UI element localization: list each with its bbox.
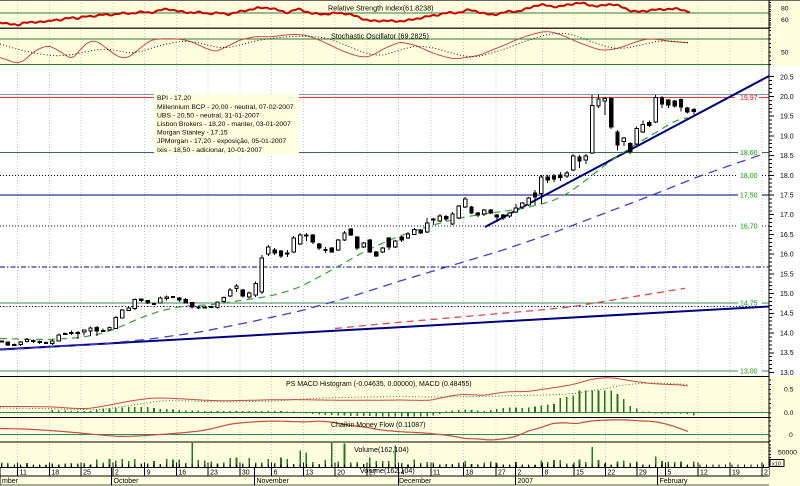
svg-text:5: 5 [668,469,672,476]
svg-text:14.5: 14.5 [780,311,794,318]
svg-text:13.0: 13.0 [780,370,794,377]
svg-text:30: 30 [242,469,250,476]
svg-text:17.0: 17.0 [780,212,794,219]
svg-text:16: 16 [178,469,186,476]
svg-text:Chaikin Money Flow (0.11087): Chaikin Money Flow (0.11087) [331,422,425,429]
svg-text:Morgan Stanley - 17,15: Morgan Stanley - 17,15 [157,130,228,137]
svg-text:PS MACD Histogram (-0.04635, 0: PS MACD Histogram (-0.04635, 0.00000), M… [286,381,472,388]
svg-text:x10: x10 [772,461,781,467]
svg-text:Stochastic Oscillator (69.2825: Stochastic Oscillator (69.2825) [331,32,429,41]
svg-text:18.0: 18.0 [780,173,794,180]
svg-text:80: 80 [781,6,789,13]
svg-text:12: 12 [700,469,708,476]
svg-text:17,50: 17,50 [740,192,758,199]
svg-text:20.5: 20.5 [780,74,794,81]
svg-text:Ixis - 18,50 - adicionar, 10-0: Ixis - 18,50 - adicionar, 10-01-2007 [157,147,262,154]
svg-text:16.5: 16.5 [780,232,794,239]
svg-text:11: 11 [20,469,27,476]
svg-text:22: 22 [608,469,616,476]
svg-text:0.5: 0.5 [784,386,794,393]
svg-text:23: 23 [210,469,218,476]
svg-text:18,00: 18,00 [740,173,758,180]
svg-text:19: 19 [732,469,740,476]
svg-text:27: 27 [369,469,377,476]
svg-text:50000: 50000 [778,450,797,457]
svg-text:UBS - 20,50 - neutral, 31-01-2: UBS - 20,50 - neutral, 31-01-2007 [157,112,260,119]
svg-text:14.0: 14.0 [780,330,794,337]
svg-text:19.0: 19.0 [780,133,794,140]
svg-text:6: 6 [274,469,278,476]
svg-text:16.0: 16.0 [780,252,794,259]
svg-text:15.0: 15.0 [780,291,794,298]
svg-text:27: 27 [498,469,506,476]
svg-text:2: 2 [764,469,768,476]
svg-text:2: 2 [518,469,522,476]
svg-text:16,70: 16,70 [740,224,758,231]
svg-text:15: 15 [576,469,584,476]
svg-text:2007: 2007 [518,478,534,485]
svg-text:18: 18 [51,469,59,476]
svg-text:February: February [660,478,689,485]
svg-text:17.5: 17.5 [780,193,794,200]
svg-text:13.5: 13.5 [780,350,794,357]
svg-text:18: 18 [466,469,474,476]
svg-text:20: 20 [337,469,345,476]
svg-text:19,97: 19,97 [740,95,758,102]
svg-text:60: 60 [781,17,789,24]
svg-text:14,75: 14,75 [740,301,758,308]
svg-text:15.5: 15.5 [780,271,794,278]
svg-text:mber: mber [2,478,19,485]
svg-text:50: 50 [781,49,789,56]
svg-text:8: 8 [545,469,549,476]
svg-text:BPI - 17,20: BPI - 17,20 [157,95,191,102]
svg-text:2: 2 [115,469,119,476]
svg-text:18.5: 18.5 [780,153,794,160]
svg-text:9: 9 [147,469,151,476]
svg-text:13,00: 13,00 [740,369,758,376]
svg-text:Millennium BCP - 20,00 - neutr: Millennium BCP - 20,00 - neutral, 07-02-… [157,104,294,111]
svg-text:29: 29 [639,469,647,476]
svg-text:0.0: 0.0 [784,410,794,417]
svg-text:Lisbon Brokers - 18,20 - mante: Lisbon Brokers - 18,20 - manter, 03-01-2… [157,121,291,128]
svg-text:October: October [114,478,140,485]
svg-text:JPMorgan - 17,20 - exposição,: JPMorgan - 17,20 - exposição, 05-01-2007 [157,138,286,145]
svg-text:Relative Strength Index(61.823: Relative Strength Index(61.8238) [328,4,433,13]
svg-text:Volume(162,104): Volume(162,104) [360,466,415,475]
svg-text:25: 25 [83,469,91,476]
svg-text:November: November [257,478,290,485]
svg-text:December: December [399,478,432,485]
svg-text:0: 0 [789,432,793,439]
svg-text:19.5: 19.5 [780,114,794,121]
svg-text:4: 4 [401,469,405,476]
svg-text:Volume(162,104): Volume(162,104) [354,445,409,454]
svg-text:20.0: 20.0 [780,94,794,101]
svg-text:11: 11 [433,469,440,476]
svg-text:13: 13 [305,469,313,476]
svg-text:18,60: 18,60 [740,150,758,157]
